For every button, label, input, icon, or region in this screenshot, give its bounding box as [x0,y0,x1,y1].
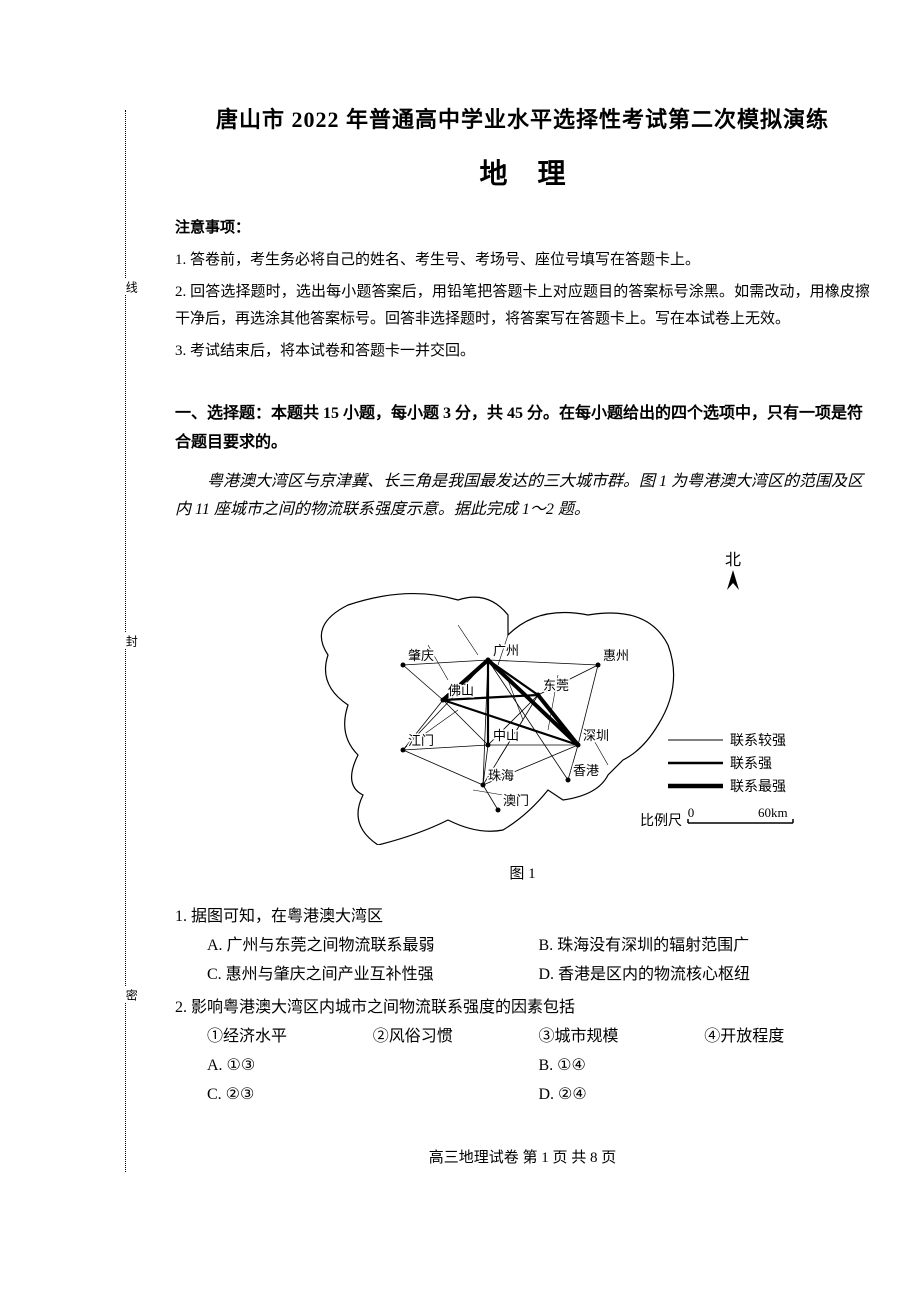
connection-line [488,660,598,665]
city-label: 澳门 [503,793,529,808]
city-label: 中山 [493,728,519,743]
city-dot [480,783,485,788]
subject-title: 地理 [175,150,870,200]
factor-3: ③城市规模 [539,1023,705,1052]
city-label: 佛山 [448,683,474,698]
factor-2: ②风俗习惯 [373,1023,539,1052]
option-c: C. ②③ [207,1081,539,1110]
binding-label-seal: 封 [120,633,142,649]
page-footer: 高三地理试卷 第 1 页 共 8 页 [175,1145,870,1172]
city-dot [440,698,445,703]
notice-item: 1. 答卷前，考生务必将自己的姓名、考生号、考场号、座位号填写在答题卡上。 [175,247,870,274]
binding-label-line: 线 [120,279,142,295]
figure-1: 肇庆肇庆广州广州惠州惠州佛山佛山东莞东莞中山中山深圳深圳江门江门珠海珠海香港香港… [175,535,870,888]
section-title: 一、选择题：本题共 15 小题，每小题 3 分，共 45 分。在每小题给出的四个… [175,400,870,458]
city-label: 香港 [573,763,599,778]
connection-line [403,665,443,700]
question-2: 2. 影响粤港澳大湾区内城市之间物流联系强度的因素包括 ①经济水平 ②风俗习惯 … [175,994,870,1109]
north-arrow-icon [727,570,739,590]
city-dot [495,808,500,813]
figure-caption: 图 1 [175,861,870,888]
city-dot [565,778,570,783]
city-label: 东莞 [543,678,569,693]
question-1: 1. 据图可知，在粤港澳大湾区 A. 广州与东莞之间物流联系最弱 B. 珠海没有… [175,903,870,989]
city-label: 江门 [408,733,434,748]
city-dot [400,663,405,668]
city-label: 惠州 [603,648,629,663]
city-dot [485,658,490,663]
factor-1: ①经济水平 [207,1023,373,1052]
scale-distance: 60km [758,805,788,820]
legend-label-strong: 联系最强 [730,779,786,795]
city-dot [400,748,405,753]
option-a: A. ①③ [207,1052,539,1081]
exam-title: 唐山市 2022 年普通高中学业水平选择性考试第二次模拟演练 [175,100,870,140]
binding-label-secret: 密 [120,987,142,1003]
city-labels-group: 肇庆肇庆广州广州惠州惠州佛山佛山东莞东莞中山中山深圳深圳江门江门珠海珠海香港香港… [400,643,629,813]
passage-text: 粤港澳大湾区与京津冀、长三角是我国最发达的三大城市群。图 1 为粤港澳大湾区的范… [175,468,870,526]
option-b: B. 珠海没有深圳的辐射范围广 [539,932,871,961]
city-dot [535,693,540,698]
option-d: D. ②④ [539,1081,871,1110]
option-b: B. ①④ [539,1052,871,1081]
question-stem: 1. 据图可知，在粤港澳大湾区 [175,903,870,932]
city-label: 肇庆 [408,648,434,663]
option-c: C. 惠州与肇庆之间产业互补性强 [207,961,539,990]
city-dot [485,743,490,748]
city-label: 珠海 [488,768,514,783]
notice-item: 3. 考试结束后，将本试卷和答题卡一并交回。 [175,338,870,365]
scale-zero: 0 [687,805,694,820]
north-label: 北 [724,551,740,569]
legend: 联系较强 联系强 联系最强 [668,733,786,795]
notice-item: 2. 回答选择题时，选出每小题答案后，用铅笔把答题卡上对应题目的答案标号涂黑。如… [175,279,870,333]
scale-bar: 比例尺 0 60km [640,805,793,829]
binding-margin: 线 封 密 [125,110,135,1172]
notice-title: 注意事项： [175,215,870,242]
option-d: D. 香港是区内的物流核心枢纽 [539,961,871,990]
legend-label-medium: 联系强 [730,756,772,772]
page-content: 唐山市 2022 年普通高中学业水平选择性考试第二次模拟演练 地理 注意事项： … [130,100,870,1172]
city-label: 深圳 [583,728,609,743]
question-stem: 2. 影响粤港澳大湾区内城市之间物流联系强度的因素包括 [175,994,870,1023]
city-dot [575,743,580,748]
city-dot [595,663,600,668]
legend-label-weak: 联系较强 [730,733,786,749]
factor-4: ④开放程度 [704,1023,870,1052]
connection-line [403,750,483,785]
connection-line [483,785,498,810]
scale-label: 比例尺 [640,813,682,829]
option-a: A. 广州与东莞之间物流联系最弱 [207,932,539,961]
city-label: 广州 [493,643,519,658]
map-svg: 肇庆肇庆广州广州惠州惠州佛山佛山东莞东莞中山中山深圳深圳江门江门珠海珠海香港香港… [248,535,798,845]
